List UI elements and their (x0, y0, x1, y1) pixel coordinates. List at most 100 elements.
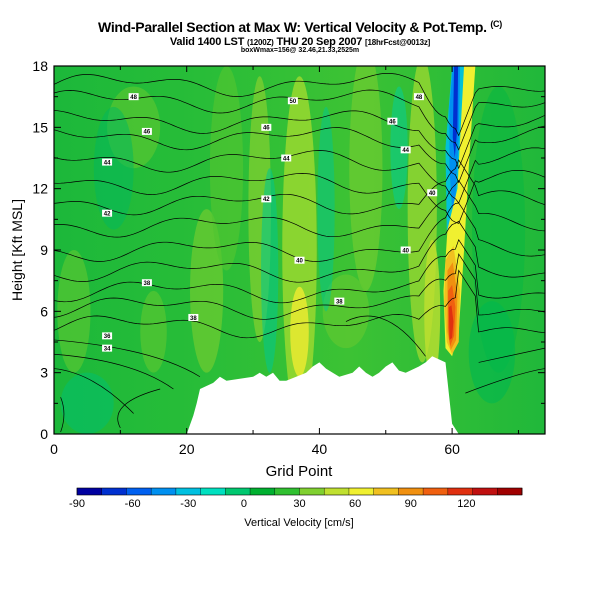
theta-contour (478, 347, 545, 363)
theta-label-box (102, 158, 113, 166)
theta-label-box (141, 279, 152, 287)
velocity-feature (93, 106, 134, 230)
colorbar-swatch (447, 488, 473, 495)
theta-label-text: 40 (296, 259, 303, 265)
colorbar-swatch (200, 488, 226, 495)
theta-contour (54, 339, 201, 378)
colorbar-swatch (77, 488, 103, 495)
velocity-feature (140, 290, 167, 373)
theta-label-box (334, 297, 345, 305)
theta-contour-label: 42 (261, 195, 272, 203)
velocity-feature (290, 286, 309, 377)
valid-time-zulu: (1200Z) (247, 38, 274, 47)
theta-contour-label: 40 (427, 189, 438, 197)
theta-contour-label: 38 (141, 279, 152, 287)
theta-label-text: 38 (336, 299, 343, 305)
theta-contour-label: 44 (281, 154, 292, 162)
theta-label-text: 38 (190, 316, 197, 322)
theta-contour (54, 147, 545, 204)
theta-contour (117, 388, 161, 429)
colorbar-tick-label: 90 (405, 498, 417, 510)
velocity-feature (190, 209, 224, 373)
theta-label-box (128, 93, 139, 101)
plot-area: 48 50 48 46 46 46 44 44 44 40 42 42 40 40 38 38 38 36 34 (54, 66, 545, 434)
velocity-feature (322, 274, 370, 349)
theta-label-box (427, 189, 438, 197)
colorbar-tick-label: 120 (457, 498, 475, 510)
theta-contour-label: 38 (334, 297, 345, 305)
y-tick-label: 15 (32, 119, 48, 135)
theta-contour-label: 46 (387, 117, 398, 126)
colorbar-tick-label: 0 (241, 498, 247, 510)
theta-label-text: 48 (416, 95, 423, 101)
theta-contour (465, 368, 545, 394)
colorbar-tick-label: -90 (69, 498, 85, 510)
theta-label-box (413, 93, 424, 101)
theta-contour (54, 253, 545, 320)
theta-contour (54, 269, 545, 339)
theta-contour (54, 169, 545, 224)
velocity-feature (60, 372, 114, 434)
theta-contour-label: 48 (128, 93, 139, 101)
theta-label-box (287, 97, 298, 105)
x-tick-label: 40 (312, 441, 328, 457)
theta-label-box (102, 332, 113, 340)
theta-contour-label: 44 (102, 158, 113, 166)
theta-contour-label: 38 (188, 313, 199, 322)
velocity-field (57, 66, 526, 434)
velocity-feature (472, 86, 526, 373)
theta-label-text: 40 (429, 191, 436, 197)
theta-contour-label: 36 (102, 332, 113, 340)
theta-label-box (141, 127, 152, 135)
colorbar-swatch (101, 488, 127, 495)
theta-label-text: 46 (144, 130, 151, 136)
theta-contour (54, 239, 545, 304)
theta-contour (54, 110, 545, 170)
theta-label-text: 42 (263, 197, 270, 203)
x-tick-label: 20 (179, 441, 195, 457)
theta-contour-label: 34 (102, 344, 113, 352)
colorbar-swatch (348, 488, 374, 495)
theta-contour (54, 353, 174, 390)
theta-label-box (400, 246, 411, 254)
theta-label-box (261, 123, 272, 131)
downdraft-core (452, 66, 459, 158)
colorbar-swatch (151, 488, 177, 495)
y-tick-label: 9 (40, 242, 48, 258)
colorbar-swatch (175, 488, 201, 495)
updraft-core (448, 305, 454, 340)
x-axis: 0 20 40 60 (50, 66, 519, 457)
colorbar-swatch (373, 488, 399, 495)
theta-contour-label: 40 (400, 246, 411, 254)
valid-time-line: Valid 1400 LST (1200Z) THU 20 Sep 2007 [… (0, 36, 600, 48)
theta-contour (60, 397, 65, 433)
forecast-hour: [18hrFcst@0013z] (365, 38, 431, 47)
theta-label-box (102, 344, 113, 352)
theta-contour-label: 44 (400, 146, 411, 154)
theta-label-text: 44 (402, 148, 409, 154)
x-axis-label: Grid Point (266, 463, 334, 480)
y-axis-label: Height [Kft MSL] (9, 199, 25, 301)
theta-label-box (387, 117, 398, 125)
y-tick-label: 18 (32, 58, 48, 74)
theta-label-box (261, 195, 272, 203)
velocity-feature (468, 301, 516, 404)
theta-contour-label: 50 (287, 97, 298, 105)
theta-label-text: 48 (130, 95, 137, 101)
theta-label-text: 44 (283, 156, 290, 162)
valid-time: Valid 1400 LST (169, 36, 245, 48)
theta-label-box (400, 146, 411, 154)
theta-label-box (281, 154, 292, 162)
theta-contour-labels: 48 50 48 46 46 46 44 44 44 40 42 42 40 40 38 38 38 36 34 (102, 93, 438, 352)
y-tick-label: 3 (40, 365, 48, 381)
colorbar-swatch (274, 488, 300, 495)
theta-label-text: 38 (144, 281, 151, 287)
theta-contour (345, 315, 426, 357)
theta-contour-label: 48 (413, 93, 424, 101)
colorbar-swatch (497, 488, 523, 495)
theta-label-text: 46 (389, 120, 396, 126)
colorbar-swatch (126, 488, 152, 495)
colorbar-tick-label: -30 (180, 498, 196, 510)
